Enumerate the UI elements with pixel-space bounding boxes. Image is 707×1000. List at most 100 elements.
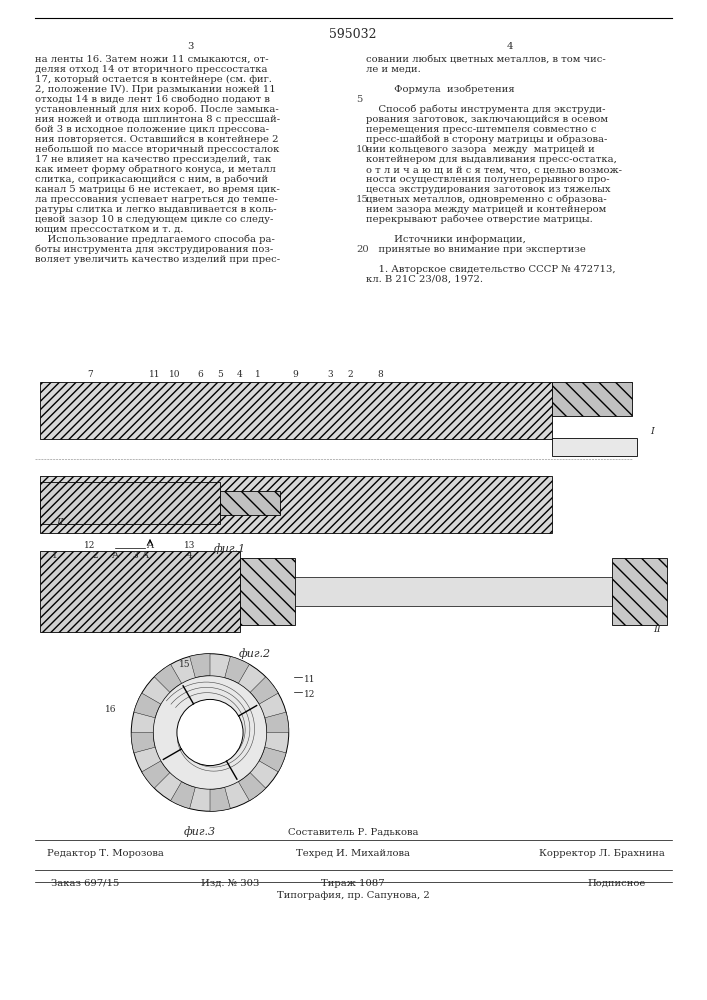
Text: Использование предлагаемого способа ра-: Использование предлагаемого способа ра- — [35, 235, 275, 244]
Text: фиг.1: фиг.1 — [214, 543, 246, 554]
Text: Формула  изобретения: Формула изобретения — [366, 85, 515, 95]
Text: A: A — [112, 551, 119, 560]
Text: 1: 1 — [255, 370, 261, 379]
Text: о т л и ч а ю щ и й с я тем, что, с целью возмож-: о т л и ч а ю щ и й с я тем, что, с цель… — [366, 165, 622, 174]
Bar — [612, 558, 667, 625]
Circle shape — [177, 699, 243, 766]
Text: бой 3 в исходное положение цикл прессова-: бой 3 в исходное положение цикл прессова… — [35, 125, 269, 134]
Wedge shape — [250, 677, 278, 704]
Wedge shape — [170, 782, 195, 809]
Text: 7: 7 — [87, 370, 93, 379]
Text: ности осуществления полунепрерывного про-: ности осуществления полунепрерывного про… — [366, 175, 609, 184]
Text: 16: 16 — [105, 705, 116, 714]
Text: перемещения пресс-штемпеля совместно с: перемещения пресс-штемпеля совместно с — [366, 125, 597, 134]
Text: 4: 4 — [187, 551, 193, 560]
Text: цесса экструдирования заготовок из тяжелых: цесса экструдирования заготовок из тяжел… — [366, 185, 611, 194]
Text: пресс-шайбой в сторону матрицы и образова-: пресс-шайбой в сторону матрицы и образов… — [366, 135, 607, 144]
Text: нии кольцевого зазора  между  матрицей и: нии кольцевого зазора между матрицей и — [366, 145, 595, 154]
Bar — [240, 558, 295, 625]
Text: 1. Авторское свидетельство СССР № 472713,: 1. Авторское свидетельство СССР № 472713… — [366, 265, 616, 274]
Text: 13: 13 — [185, 541, 196, 550]
Text: деляя отход 14 от вторичного прессостатка: деляя отход 14 от вторичного прессостатк… — [35, 65, 267, 74]
Text: 11: 11 — [304, 675, 315, 684]
Text: 8: 8 — [377, 370, 383, 379]
Bar — [40, 482, 220, 524]
Wedge shape — [142, 761, 170, 788]
Text: ющим прессостатком и т. д.: ющим прессостатком и т. д. — [35, 225, 183, 234]
Text: 3: 3 — [187, 42, 193, 51]
Text: 2: 2 — [92, 551, 98, 560]
Wedge shape — [189, 654, 210, 678]
Text: 595032: 595032 — [329, 28, 377, 41]
Text: Заказ 697/15: Заказ 697/15 — [51, 879, 119, 888]
Text: принятые во внимание при экспертизе: принятые во внимание при экспертизе — [366, 245, 586, 254]
Text: Составитель Р. Радькова: Составитель Р. Радькова — [288, 828, 419, 837]
Text: цевой зазор 10 в следующем цикле со следу-: цевой зазор 10 в следующем цикле со след… — [35, 215, 274, 224]
Text: 12: 12 — [84, 541, 95, 550]
Bar — [552, 438, 637, 456]
Text: 2, положение IV). При размыкании ножей 11: 2, положение IV). При размыкании ножей 1… — [35, 85, 276, 94]
Text: 12: 12 — [304, 690, 315, 699]
Wedge shape — [132, 732, 156, 753]
Text: Подписное: Подписное — [588, 879, 646, 888]
Text: I: I — [650, 428, 654, 436]
Text: 15: 15 — [356, 195, 369, 204]
Text: Источники информации,: Источники информации, — [366, 235, 526, 244]
Text: боты инструмента для экструдирования поз-: боты инструмента для экструдирования поз… — [35, 245, 273, 254]
Text: 10: 10 — [169, 370, 181, 379]
Text: II: II — [653, 625, 661, 634]
Bar — [40, 382, 552, 439]
Text: Тираж 1087: Тираж 1087 — [321, 879, 385, 888]
Text: контейнером для выдавливания пресс-остатка,: контейнером для выдавливания пресс-остат… — [366, 155, 617, 164]
Text: цветных металлов, одновременно с образова-: цветных металлов, одновременно с образов… — [366, 195, 607, 205]
Text: Редактор Т. Морозова: Редактор Т. Морозова — [47, 849, 163, 858]
Bar — [552, 382, 632, 416]
Text: A: A — [146, 541, 153, 550]
Text: 1: 1 — [52, 551, 58, 560]
Text: Способ работы инструмента для экструди-: Способ работы инструмента для экструди- — [366, 105, 605, 114]
Text: ла прессования успевает нагреться до темпе-: ла прессования успевает нагреться до тем… — [35, 195, 278, 204]
Text: 17, который остается в контейнере (см. фиг.: 17, который остается в контейнере (см. ф… — [35, 75, 272, 84]
Text: Корректор Л. Брахнина: Корректор Л. Брахнина — [539, 849, 665, 858]
Text: Типография, пр. Сапунова, 2: Типография, пр. Сапунова, 2 — [276, 891, 429, 900]
Text: 10: 10 — [356, 145, 369, 154]
Text: канал 5 матрицы 6 не истекает, во время цик-: канал 5 матрицы 6 не истекает, во время … — [35, 185, 280, 194]
Text: совании любых цветных металлов, в том чис-: совании любых цветных металлов, в том чи… — [366, 55, 606, 64]
Text: 17 не влияет на качество прессизделий, так: 17 не влияет на качество прессизделий, т… — [35, 155, 271, 164]
Text: 4: 4 — [507, 42, 513, 51]
Wedge shape — [264, 712, 288, 732]
Text: ния ножей и отвода шплинтона 8 с прессшай-: ния ножей и отвода шплинтона 8 с прессша… — [35, 115, 280, 124]
Text: на ленты 16. Затем ножи 11 смыкаются, от-: на ленты 16. Затем ножи 11 смыкаются, от… — [35, 55, 269, 64]
Text: фиг.3: фиг.3 — [184, 826, 216, 837]
Text: небольшой по массе вторичный прессосталок: небольшой по массе вторичный прессостало… — [35, 145, 279, 154]
Text: 3: 3 — [327, 370, 333, 379]
Text: ле и меди.: ле и меди. — [366, 65, 421, 74]
Text: 6: 6 — [197, 370, 203, 379]
Text: Изд. № 303: Изд. № 303 — [201, 879, 259, 888]
Text: 15: 15 — [179, 660, 191, 669]
Text: ния повторяется. Оставшийся в контейнере 2: ния повторяется. Оставшийся в контейнере… — [35, 135, 279, 144]
Text: фиг.2: фиг.2 — [239, 648, 271, 659]
Text: II: II — [56, 518, 64, 527]
Text: 2: 2 — [347, 370, 353, 379]
Text: 20: 20 — [356, 245, 369, 254]
Text: 5: 5 — [217, 370, 223, 379]
Wedge shape — [154, 664, 182, 692]
Wedge shape — [225, 656, 250, 683]
Text: как имеет форму обратного конуса, и металл: как имеет форму обратного конуса, и мета… — [35, 165, 276, 174]
Text: рования заготовок, заключающийся в осевом: рования заготовок, заключающийся в осево… — [366, 115, 608, 124]
Text: A: A — [141, 551, 148, 560]
Text: 9: 9 — [292, 370, 298, 379]
Wedge shape — [210, 787, 230, 811]
Circle shape — [132, 654, 288, 811]
Text: установленный для них короб. После замыка-: установленный для них короб. После замык… — [35, 105, 279, 114]
Text: кл. В 21С 23/08, 1972.: кл. В 21С 23/08, 1972. — [366, 275, 483, 284]
Text: 4: 4 — [237, 370, 243, 379]
Text: перекрывают рабочее отверстие матрицы.: перекрывают рабочее отверстие матрицы. — [366, 215, 592, 225]
Text: воляет увеличить качество изделий при прес-: воляет увеличить качество изделий при пр… — [35, 255, 280, 264]
Text: нием зазора между матрицей и контейнером: нием зазора между матрицей и контейнером — [366, 205, 606, 214]
Text: 5: 5 — [356, 95, 363, 104]
Bar — [40, 551, 240, 632]
Wedge shape — [238, 773, 266, 801]
Circle shape — [153, 676, 267, 789]
